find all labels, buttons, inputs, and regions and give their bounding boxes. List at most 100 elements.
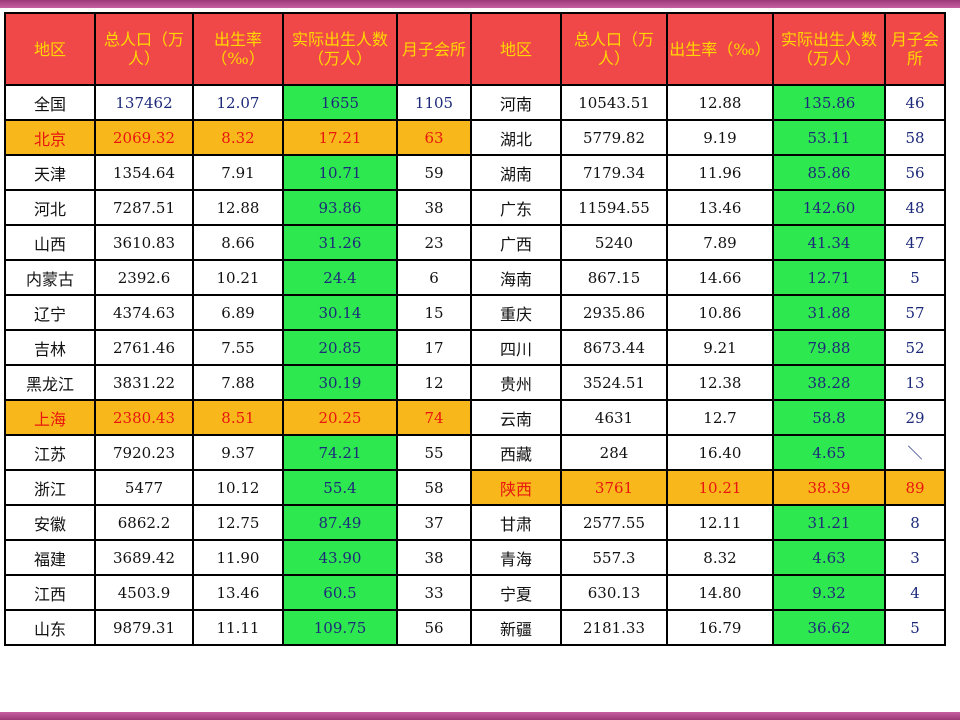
left-region-cell: 山西 [4, 224, 96, 261]
right-population-cell: 3524.51 [560, 364, 668, 401]
left-confinement-centers-cell: 33 [396, 574, 472, 611]
left-region-cell: 安徽 [4, 504, 96, 541]
left-births-cell: 55.4 [282, 469, 398, 506]
left-birth-rate-cell: 8.51 [192, 399, 284, 436]
right-region-cell: 河南 [470, 84, 562, 121]
left-population-cell: 2069.32 [94, 119, 194, 156]
left-population-cell: 2761.46 [94, 329, 194, 366]
right-population-cell: 7179.34 [560, 154, 668, 191]
right-population-cell: 867.15 [560, 259, 668, 296]
bottom-accent-bar [0, 712, 960, 720]
left-birth-rate-cell: 10.12 [192, 469, 284, 506]
right-population-cell: 630.13 [560, 574, 668, 611]
right-births-cell: 79.88 [772, 329, 886, 366]
right-region-cell: 宁夏 [470, 574, 562, 611]
table-row: 天津 1354.64 7.91 10.71 59 湖南 7179.34 11.96 85.86 5… [4, 154, 946, 191]
left-births-cell: 43.90 [282, 539, 398, 576]
right-birth-rate-cell: 7.89 [666, 224, 774, 261]
left-birth-rate-cell: 10.21 [192, 259, 284, 296]
right-births-cell: 31.21 [772, 504, 886, 541]
table-body: 全国 137462 12.07 1655 1105 河南 10543.51 12.88 135.… [4, 84, 946, 646]
right-confinement-centers-cell: 5 [884, 259, 946, 296]
right-confinement-centers-cell: 47 [884, 224, 946, 261]
right-confinement-centers-cell: 52 [884, 329, 946, 366]
left-population-cell: 2380.43 [94, 399, 194, 436]
table-row: 吉林 2761.46 7.55 20.85 17 四川 8673.44 9.21 79.88 52 [4, 329, 946, 366]
right-birth-rate-cell: 12.11 [666, 504, 774, 541]
table-row: 全国 137462 12.07 1655 1105 河南 10543.51 12.88 135.… [4, 84, 946, 121]
birth-statistics-table: 地区 总人口（万人） 出生率（‰） 实际出生人数（万人） 月子会所 地区 总人口… [4, 12, 946, 646]
right-population-cell: 5779.82 [560, 119, 668, 156]
left-births-cell: 1655 [282, 84, 398, 121]
left-region-cell: 浙江 [4, 469, 96, 506]
header-confinement-centers-left: 月子会所 [396, 12, 472, 86]
left-region-cell: 江西 [4, 574, 96, 611]
left-confinement-centers-cell: 15 [396, 294, 472, 331]
right-births-cell: 142.60 [772, 189, 886, 226]
table-row: 北京 2069.32 8.32 17.21 63 湖北 5779.82 9.19 53.11 58 [4, 119, 946, 156]
header-births-left: 实际出生人数（万人） [282, 12, 398, 86]
table-row: 浙江 5477 10.12 55.4 58 陕西 3761 10.21 38.39 89 [4, 469, 946, 506]
right-births-cell: 31.88 [772, 294, 886, 331]
right-birth-rate-cell: 16.79 [666, 609, 774, 646]
table-row: 安徽 6862.2 12.75 87.49 37 甘肃 2577.55 12.11 31.21 8 [4, 504, 946, 541]
right-region-cell: 西藏 [470, 434, 562, 471]
right-region-cell: 海南 [470, 259, 562, 296]
left-confinement-centers-cell: 6 [396, 259, 472, 296]
left-birth-rate-cell: 12.75 [192, 504, 284, 541]
right-birth-rate-cell: 12.88 [666, 84, 774, 121]
right-confinement-centers-cell: 46 [884, 84, 946, 121]
left-births-cell: 30.19 [282, 364, 398, 401]
right-region-cell: 云南 [470, 399, 562, 436]
left-region-cell: 全国 [4, 84, 96, 121]
left-region-cell: 福建 [4, 539, 96, 576]
header-birth-rate-right: 出生率（‰） [666, 12, 774, 86]
left-region-cell: 河北 [4, 189, 96, 226]
right-region-cell: 重庆 [470, 294, 562, 331]
left-population-cell: 3610.83 [94, 224, 194, 261]
left-birth-rate-cell: 7.55 [192, 329, 284, 366]
table-row: 上海 2380.43 8.51 20.25 74 云南 4631 12.7 58.8 29 [4, 399, 946, 436]
table-row: 福建 3689.42 11.90 43.90 38 青海 557.3 8.32 4.63 3 [4, 539, 946, 576]
left-region-cell: 黑龙江 [4, 364, 96, 401]
right-births-cell: 58.8 [772, 399, 886, 436]
right-population-cell: 3761 [560, 469, 668, 506]
right-births-cell: 135.86 [772, 84, 886, 121]
top-accent-bar [0, 0, 960, 8]
right-birth-rate-cell: 8.32 [666, 539, 774, 576]
left-region-cell: 吉林 [4, 329, 96, 366]
left-births-cell: 24.4 [282, 259, 398, 296]
right-region-cell: 湖北 [470, 119, 562, 156]
right-birth-rate-cell: 11.96 [666, 154, 774, 191]
left-region-cell: 辽宁 [4, 294, 96, 331]
table-row: 江苏 7920.23 9.37 74.21 55 西藏 284 16.40 4.65 ＼ [4, 434, 946, 471]
left-birth-rate-cell: 7.88 [192, 364, 284, 401]
right-population-cell: 284 [560, 434, 668, 471]
right-births-cell: 85.86 [772, 154, 886, 191]
left-region-cell: 天津 [4, 154, 96, 191]
left-confinement-centers-cell: 38 [396, 539, 472, 576]
left-births-cell: 30.14 [282, 294, 398, 331]
right-region-cell: 广西 [470, 224, 562, 261]
left-births-cell: 10.71 [282, 154, 398, 191]
right-population-cell: 2935.86 [560, 294, 668, 331]
birth-statistics-table-wrapper: 地区 总人口（万人） 出生率（‰） 实际出生人数（万人） 月子会所 地区 总人口… [4, 12, 946, 646]
right-birth-rate-cell: 9.19 [666, 119, 774, 156]
right-region-cell: 陕西 [470, 469, 562, 506]
right-population-cell: 11594.55 [560, 189, 668, 226]
right-population-cell: 4631 [560, 399, 668, 436]
right-confinement-centers-cell: 5 [884, 609, 946, 646]
right-births-cell: 4.65 [772, 434, 886, 471]
right-births-cell: 38.28 [772, 364, 886, 401]
left-confinement-centers-cell: 17 [396, 329, 472, 366]
right-births-cell: 4.63 [772, 539, 886, 576]
right-birth-rate-cell: 12.7 [666, 399, 774, 436]
left-region-cell: 山东 [4, 609, 96, 646]
header-region-left: 地区 [4, 12, 96, 86]
left-confinement-centers-cell: 23 [396, 224, 472, 261]
right-confinement-centers-cell: 8 [884, 504, 946, 541]
header-region-right: 地区 [470, 12, 562, 86]
table-row: 辽宁 4374.63 6.89 30.14 15 重庆 2935.86 10.86 31.88 5… [4, 294, 946, 331]
left-births-cell: 17.21 [282, 119, 398, 156]
right-birth-rate-cell: 9.21 [666, 329, 774, 366]
